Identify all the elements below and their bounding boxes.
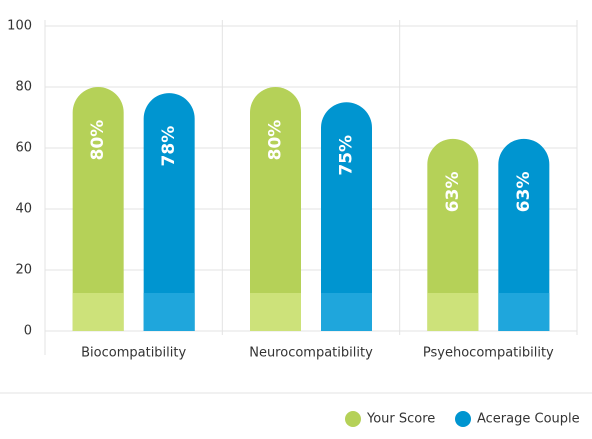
y-tick-label: 100: [7, 19, 32, 34]
bar-base: [250, 293, 301, 331]
y-tick-label: 20: [15, 263, 32, 278]
bar-base: [427, 293, 479, 331]
bar: [72, 87, 124, 332]
y-tick-label: 60: [15, 141, 32, 156]
bar-base: [143, 293, 195, 331]
bar-base: [321, 293, 372, 331]
x-tick-label: Biocompatibility: [81, 346, 186, 361]
value-label: 63%: [443, 171, 463, 212]
value-label: 80%: [88, 120, 108, 161]
y-tick-label: 0: [24, 324, 32, 339]
bar: [143, 93, 195, 331]
legend-marker: [455, 411, 471, 427]
value-label: 78%: [159, 126, 179, 167]
bar: [427, 138, 479, 331]
x-tick-label: Neurocompatibility: [249, 346, 373, 361]
bar: [498, 138, 550, 331]
value-label: 80%: [266, 120, 286, 161]
bar: [321, 102, 372, 332]
bar-base: [72, 293, 124, 331]
y-tick-label: 80: [15, 80, 32, 95]
y-tick-label: 40: [15, 202, 32, 217]
value-label: 75%: [337, 135, 357, 176]
legend-marker: [345, 411, 361, 427]
legend-label: Acerage Couple: [477, 412, 580, 427]
legend-label: Your Score: [366, 412, 435, 427]
x-tick-label: Psyehocompatibility: [423, 346, 554, 361]
value-label: 63%: [514, 171, 534, 212]
bar-base: [498, 293, 550, 331]
bar: [250, 87, 301, 332]
